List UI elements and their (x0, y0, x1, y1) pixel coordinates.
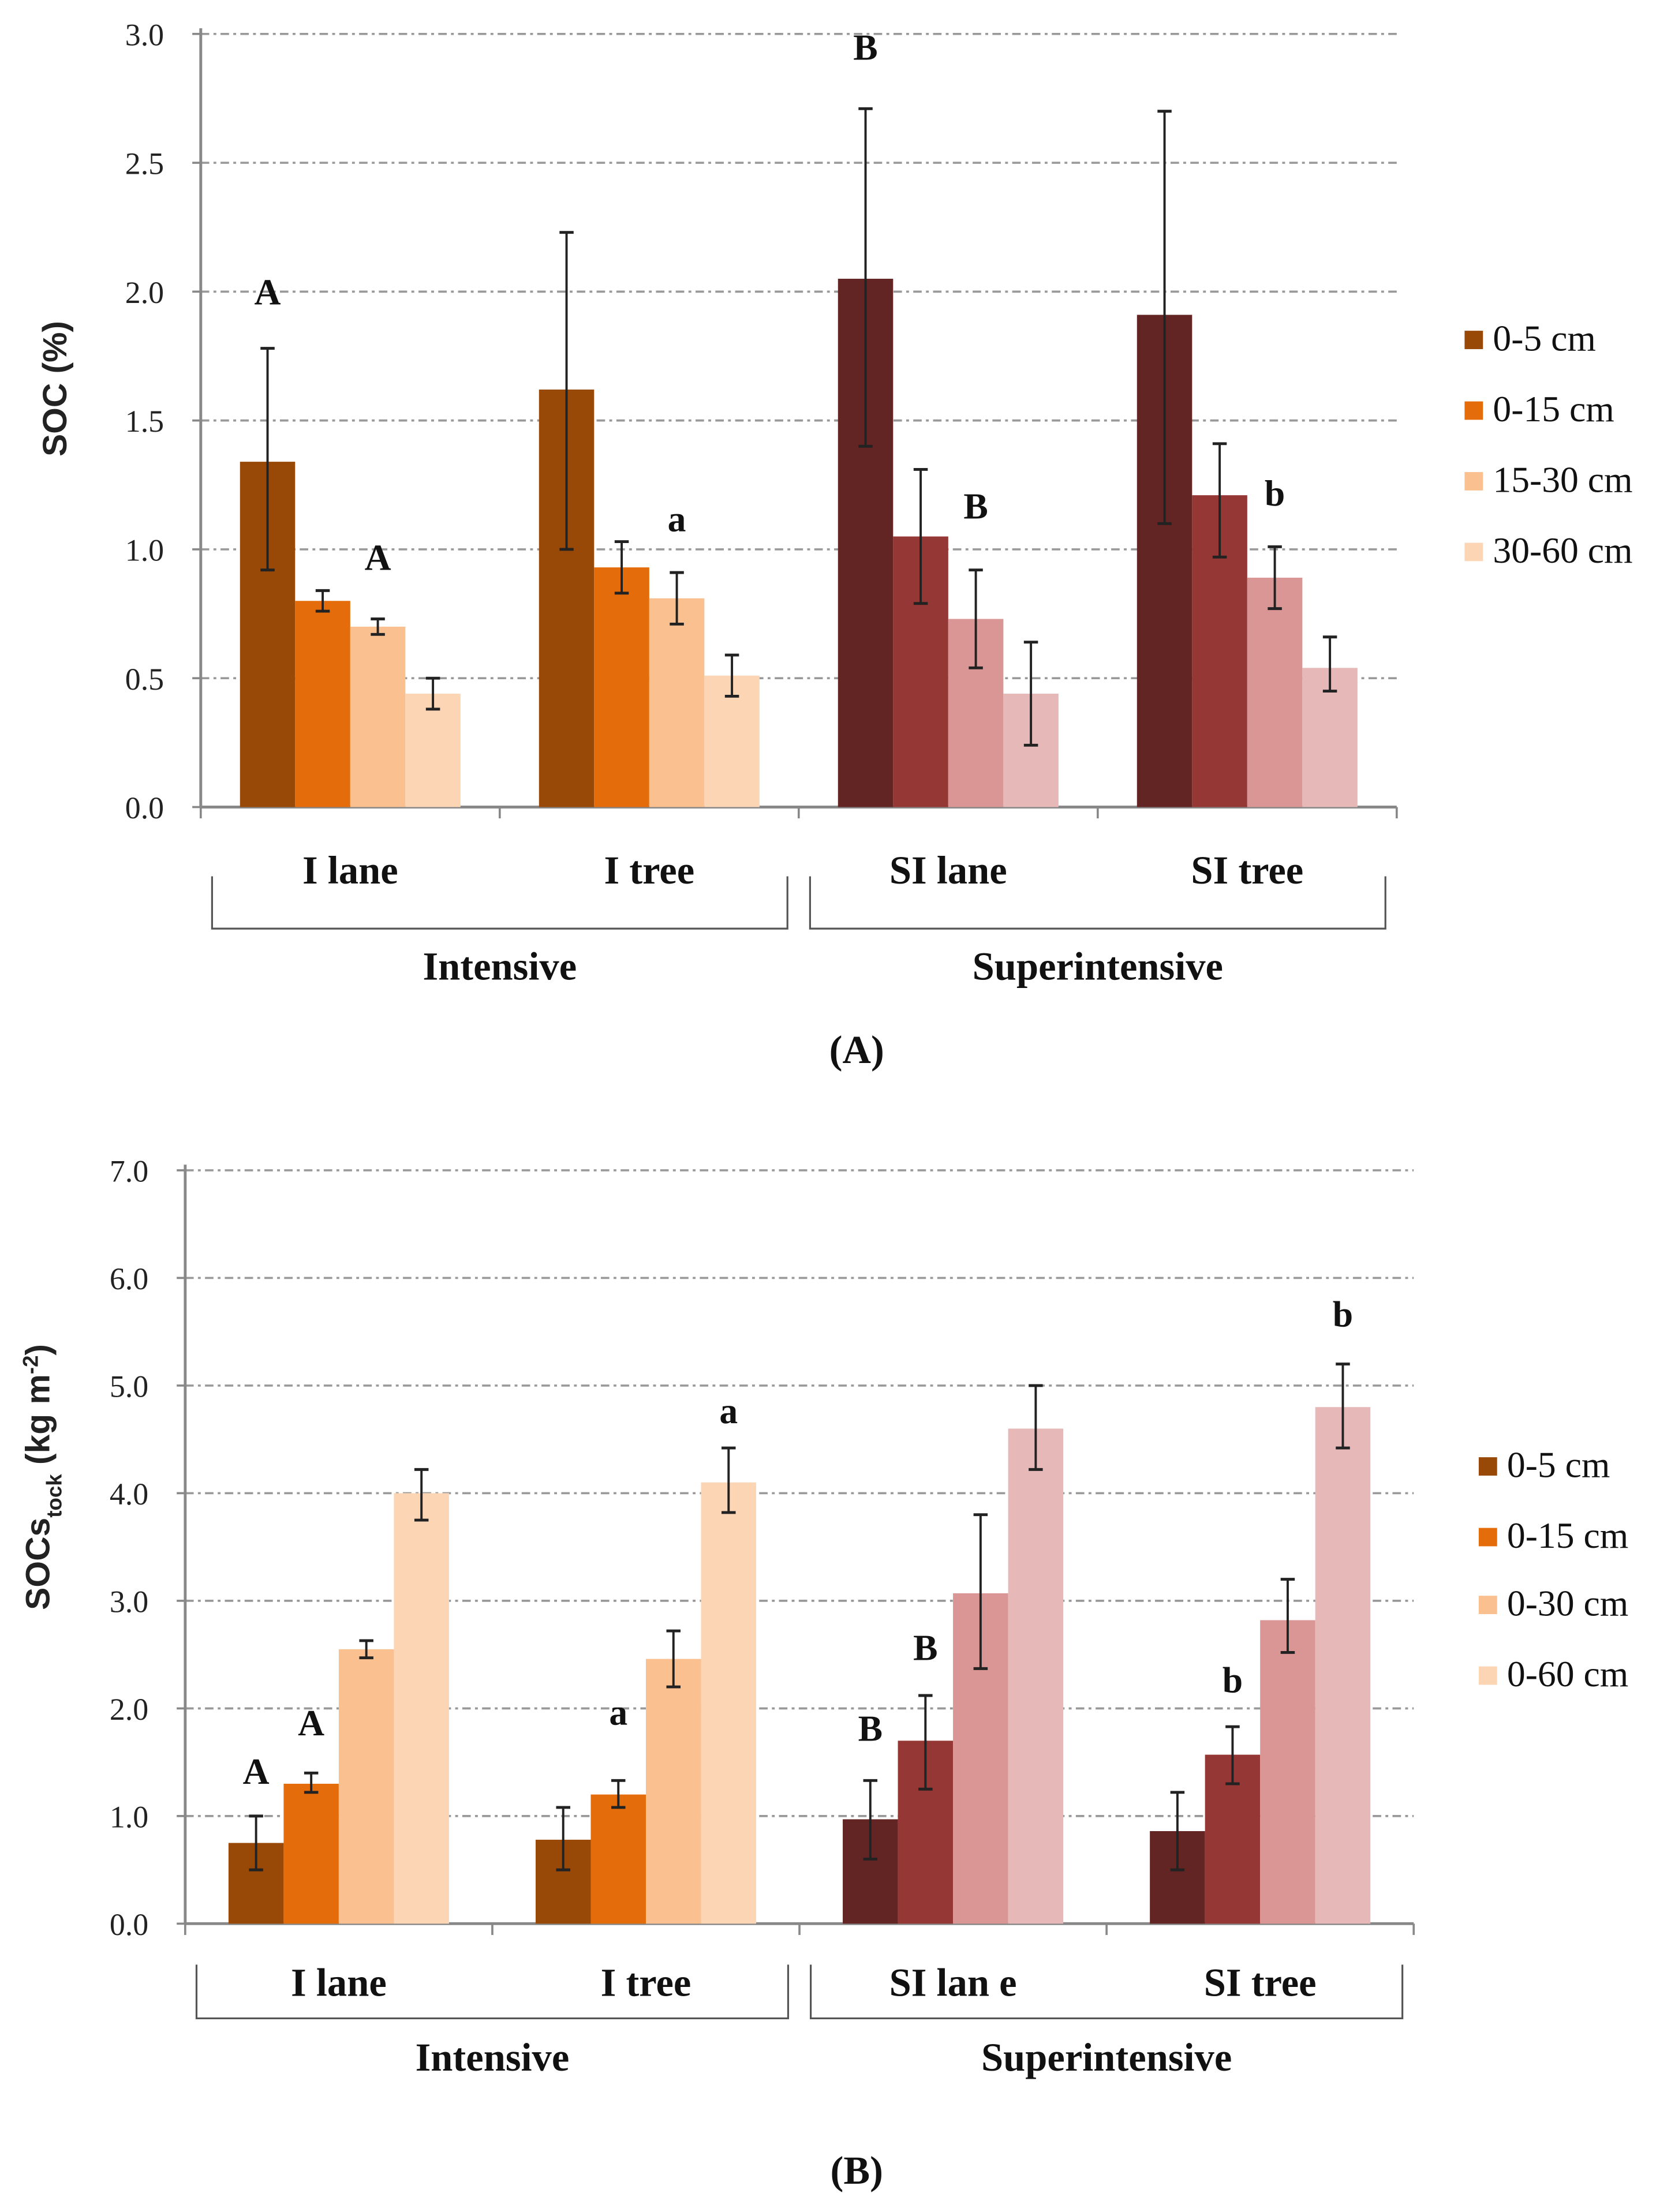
legend-swatch (1478, 1528, 1497, 1547)
y-tick-label: 1.0 (110, 1799, 148, 1834)
significance-letter: B (913, 1627, 937, 1668)
significance-letter: b (1333, 1293, 1353, 1334)
chart-panel-b: 0.0 1.0 2.0 3.0 4.0 5.0 6.0 7.0 I lane I tree SI l… (18, 1154, 1628, 2192)
significance-letter: B (853, 27, 877, 68)
y-tick-label: 1.0 (125, 533, 164, 568)
legend-label: 0-5 cm (1493, 317, 1596, 358)
y-axis-label: SOCstock (kg m-2) (18, 1344, 66, 1610)
y-tick-label: 4.0 (110, 1477, 148, 1511)
category-label: SI tree (1191, 848, 1303, 892)
y-axis-label-part: (kg m (20, 1374, 57, 1474)
bar (1315, 1407, 1371, 1924)
bar (338, 1649, 394, 1924)
y-axis-label-part: SOCs (20, 1518, 57, 1610)
legend-label: 0-15 cm (1507, 1515, 1628, 1556)
y-tick-label: 3.0 (125, 17, 164, 52)
category-label: SI lan e (889, 1960, 1017, 2004)
legend-label: 0-30 cm (1507, 1582, 1628, 1623)
category-label: I tree (601, 1960, 691, 2004)
y-axis-label-part: ) (20, 1344, 57, 1356)
legend-swatch (1464, 472, 1483, 491)
significance-letter: A (243, 1751, 270, 1792)
y-tick-label: 2.0 (125, 275, 164, 310)
bar (350, 626, 406, 807)
significance-letter: A (255, 272, 281, 313)
legend-label: 0-60 cm (1507, 1653, 1628, 1694)
group-label: Intensive (423, 944, 577, 988)
bar (649, 598, 705, 807)
bar (295, 601, 350, 807)
bar (1247, 578, 1303, 807)
y-tick-label: 2.0 (110, 1692, 148, 1727)
y-axis-label-part: tock (42, 1474, 66, 1518)
legend-label: 0-5 cm (1507, 1444, 1610, 1485)
category-label: I lane (302, 848, 398, 892)
significance-letter: A (365, 537, 391, 578)
significance-letter: a (719, 1390, 738, 1431)
category-label: SI lane (889, 848, 1007, 892)
significance-letter: B (858, 1708, 883, 1749)
significance-letter: a (609, 1691, 627, 1732)
significance-letter: A (298, 1702, 324, 1743)
significance-letter: a (668, 499, 686, 540)
y-tick-label: 2.5 (125, 147, 164, 181)
significance-letter: B (963, 485, 988, 526)
legend-swatch (1464, 401, 1483, 420)
y-tick-label: 0.0 (125, 791, 164, 825)
y-tick-label: 1.5 (125, 404, 164, 439)
y-tick-label: 5.0 (110, 1369, 148, 1404)
group-bracket (810, 1964, 1404, 2020)
category-label: I tree (604, 848, 694, 892)
group-bracket (195, 1964, 790, 2020)
panel-label: (B) (831, 2149, 883, 2192)
group-bracket (809, 876, 1386, 930)
legend-label: 30-60 cm (1493, 530, 1632, 571)
y-axis-label: SOC (%) (36, 321, 74, 456)
bar (646, 1659, 701, 1924)
bar (405, 694, 461, 807)
chart-panel-a: 0.0 0.5 1.0 1.5 2.0 2.5 3.0 I lane I tree SI lane… (36, 17, 1632, 1071)
category-label: I lane (291, 1960, 387, 2004)
y-tick-label: 6.0 (110, 1262, 148, 1296)
bar (394, 1493, 449, 1924)
panel-label: (A) (829, 1028, 884, 1072)
category-label: SI tree (1204, 1960, 1317, 2004)
bar (1260, 1620, 1315, 1924)
y-tick-label: 3.0 (110, 1584, 148, 1619)
group-label: Intensive (416, 2035, 570, 2079)
legend-swatch (1478, 1457, 1497, 1476)
y-tick-label: 0.5 (125, 662, 164, 697)
legend-swatch (1464, 542, 1483, 562)
bar (590, 1794, 646, 1924)
legend-swatch (1478, 1596, 1497, 1614)
legend-label: 15-30 cm (1493, 459, 1632, 500)
group-label: Superintensive (973, 944, 1223, 988)
group-bracket (211, 876, 788, 930)
legend-label: 0-15 cm (1493, 388, 1614, 429)
legend-swatch (1478, 1666, 1497, 1685)
group-label: Superintensive (981, 2035, 1232, 2079)
bar (701, 1482, 757, 1924)
bar (1008, 1428, 1064, 1924)
y-tick-label: 7.0 (110, 1154, 148, 1189)
bar (283, 1783, 339, 1924)
y-axis-label-part: -2 (18, 1356, 42, 1375)
significance-letter: b (1265, 473, 1285, 514)
y-tick-label: 0.0 (110, 1907, 148, 1942)
bar (594, 567, 649, 807)
significance-letter: b (1223, 1659, 1243, 1700)
legend-swatch (1464, 331, 1483, 349)
